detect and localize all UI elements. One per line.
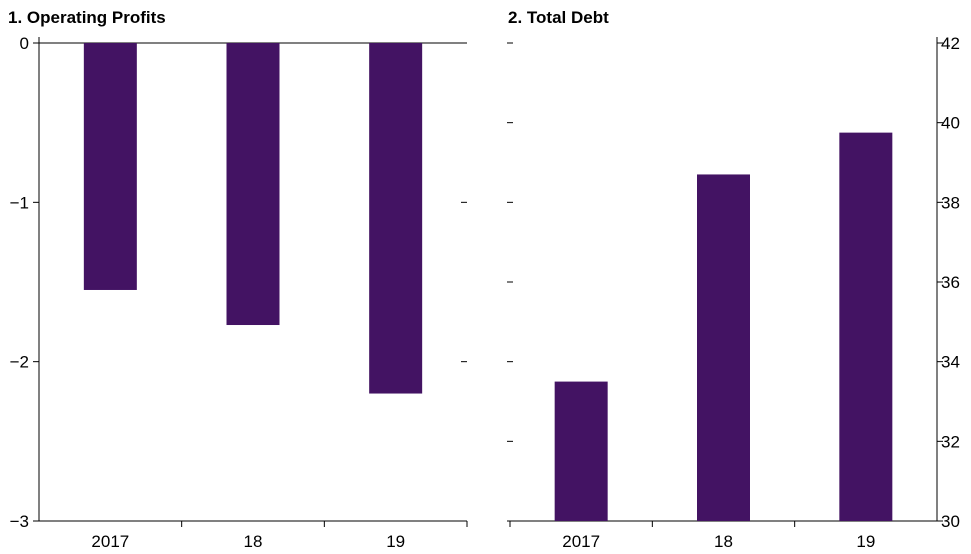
y-tick-label: −2 (10, 353, 29, 372)
y-tick-label: 38 (941, 193, 960, 212)
y-tick-label: −3 (10, 512, 29, 531)
x-tick-label: 2017 (91, 532, 129, 551)
y-tick-label: −1 (10, 193, 29, 212)
y-tick-label: 40 (941, 114, 960, 133)
bar-2017 (554, 381, 608, 521)
panel-operating-profits: 1. Operating Profits 0 −1 −2 −3 2017 18 19 (8, 8, 468, 551)
y-tick-label: 34 (941, 353, 960, 372)
y-tick-label: 32 (941, 432, 960, 451)
x-tick-label: 19 (386, 532, 405, 551)
bar-18 (226, 43, 280, 326)
x-tick-label: 2017 (562, 532, 600, 551)
y-tick-label: 30 (941, 512, 960, 531)
bar-19 (839, 132, 893, 521)
x-tick-label: 18 (714, 532, 733, 551)
panel-title-operating-profits: 1. Operating Profits (8, 8, 166, 27)
x-tick-label: 19 (856, 532, 875, 551)
bar-2017 (83, 43, 137, 290)
bar-19 (369, 43, 423, 394)
x-tick-label: 18 (244, 532, 263, 551)
y-tick-label: 42 (941, 34, 960, 53)
panel-total-debt: 2. Total Debt 30 32 34 36 38 40 42 2017 18 19 (507, 8, 960, 551)
bar-18 (697, 174, 750, 521)
panel-title-total-debt: 2. Total Debt (508, 8, 609, 27)
y-tick-label: 36 (941, 273, 960, 292)
y-tick-label: 0 (20, 34, 29, 53)
